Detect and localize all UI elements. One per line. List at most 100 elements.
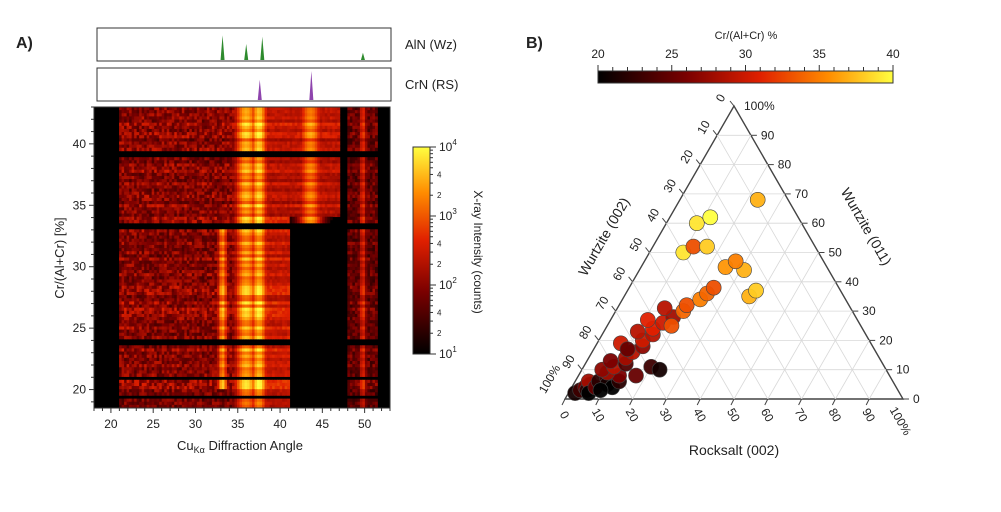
heatmap-cell xyxy=(134,216,138,221)
heatmap-cell xyxy=(199,251,203,255)
heatmap-cell xyxy=(272,125,276,130)
heatmap-cell xyxy=(224,191,228,196)
heatmap-cell xyxy=(141,232,145,236)
heatmap-cell xyxy=(214,144,218,149)
heatmap-cell xyxy=(226,207,230,211)
heatmap-cell xyxy=(374,138,378,142)
heatmap-cell xyxy=(272,182,276,186)
heatmap-cell xyxy=(252,270,255,274)
heatmap-cell xyxy=(284,185,288,189)
heatmap-cell xyxy=(204,194,208,199)
heatmap-cell xyxy=(134,125,138,130)
heatmap-cell xyxy=(179,263,183,268)
heatmap-cell xyxy=(247,197,250,202)
heatmap-cell xyxy=(134,194,138,199)
heatmap-cell xyxy=(282,116,286,120)
heatmap-cell xyxy=(304,210,308,214)
heatmap-cell xyxy=(176,188,180,192)
heatmap-cell xyxy=(264,210,268,214)
heatmap-cell xyxy=(179,157,183,161)
heatmap-cell xyxy=(369,241,373,246)
heatmap-cell xyxy=(191,182,195,186)
heatmap-cell xyxy=(302,175,306,180)
heatmap-cell xyxy=(169,119,173,123)
heatmap-cell xyxy=(322,144,326,149)
heatmap-cell xyxy=(352,216,356,221)
heatmap-cell xyxy=(186,135,190,139)
heatmap-cell xyxy=(299,169,303,174)
heatmap-cell xyxy=(214,113,218,117)
heatmap-cell xyxy=(164,191,168,196)
heatmap-cell xyxy=(374,194,378,199)
heatmap-cell xyxy=(332,107,336,111)
heatmap-cell xyxy=(287,135,291,139)
heatmap-cell xyxy=(144,122,148,127)
heatmap-cell xyxy=(166,169,170,174)
heatmap-cell xyxy=(161,147,165,152)
heatmap-cell xyxy=(231,229,235,233)
heatmap-cell xyxy=(374,241,378,246)
heatmap-cell xyxy=(317,125,321,130)
heatmap-cell xyxy=(282,172,286,177)
heatmap-cell xyxy=(179,257,183,261)
heatmap-cell xyxy=(136,169,140,174)
heatmap-cell xyxy=(219,191,223,196)
heatmap-cell xyxy=(181,163,185,167)
heatmap-cell xyxy=(231,169,235,174)
heatmap-cell xyxy=(226,113,230,117)
heatmap-cell xyxy=(239,191,243,196)
heatmap-cell xyxy=(171,282,175,287)
heatmap-cell xyxy=(362,125,366,130)
heatmap-cell xyxy=(166,266,170,271)
heatmap-cell xyxy=(236,157,240,161)
heatmap-cell xyxy=(131,197,135,202)
heatmap-cell xyxy=(131,157,135,161)
heatmap-cell xyxy=(289,185,293,189)
heatmap-cell xyxy=(364,279,368,283)
heatmap-cell xyxy=(329,188,333,192)
heatmap-cell xyxy=(181,219,185,224)
heatmap-cell xyxy=(247,185,250,189)
heatmap-cell xyxy=(327,128,331,133)
heatmap-cell xyxy=(181,191,185,196)
heatmap-cell xyxy=(166,188,170,192)
heatmap-cell xyxy=(161,113,165,117)
heatmap-cell xyxy=(367,276,371,280)
heatmap-cell xyxy=(236,194,240,199)
heatmap-cell xyxy=(174,229,178,233)
heatmap-cell xyxy=(269,128,273,133)
heatmap-cell xyxy=(287,207,291,211)
heatmap-cell xyxy=(154,219,158,224)
heatmap-cell xyxy=(204,122,208,127)
heatmap-cell xyxy=(179,116,183,120)
heatmap-cell xyxy=(229,166,233,171)
heatmap-cell xyxy=(176,266,180,271)
heatmap-cell xyxy=(364,172,368,177)
heatmap-cell xyxy=(139,201,143,205)
heatmap-cell xyxy=(297,191,301,196)
heatmap-cell xyxy=(131,219,135,224)
heatmap-cell xyxy=(349,197,353,202)
heatmap-cell xyxy=(297,141,301,145)
heatmap-cell xyxy=(352,107,356,111)
heatmap-cell xyxy=(284,194,288,199)
heatmap-cell xyxy=(186,229,190,233)
heatmap-cell xyxy=(234,160,238,164)
heatmap-cell xyxy=(277,254,281,258)
heatmap-cell xyxy=(191,141,195,145)
heatmap-cell xyxy=(279,219,283,224)
heatmap-cell xyxy=(312,179,316,183)
heatmap-cell xyxy=(146,110,150,114)
heatmap-cell xyxy=(352,128,356,133)
heatmap-cell xyxy=(136,147,140,152)
heatmap-cell xyxy=(141,213,145,218)
heatmap-cell xyxy=(214,160,218,164)
heatmap-cell xyxy=(352,119,356,123)
heatmap-cell xyxy=(354,172,358,177)
heatmap-cell xyxy=(277,169,281,174)
heatmap-cell xyxy=(151,163,155,167)
heatmap-cell xyxy=(209,132,213,136)
heatmap-cell xyxy=(304,107,308,111)
heatmap-cell xyxy=(327,182,331,186)
heatmap-cell xyxy=(357,182,361,186)
